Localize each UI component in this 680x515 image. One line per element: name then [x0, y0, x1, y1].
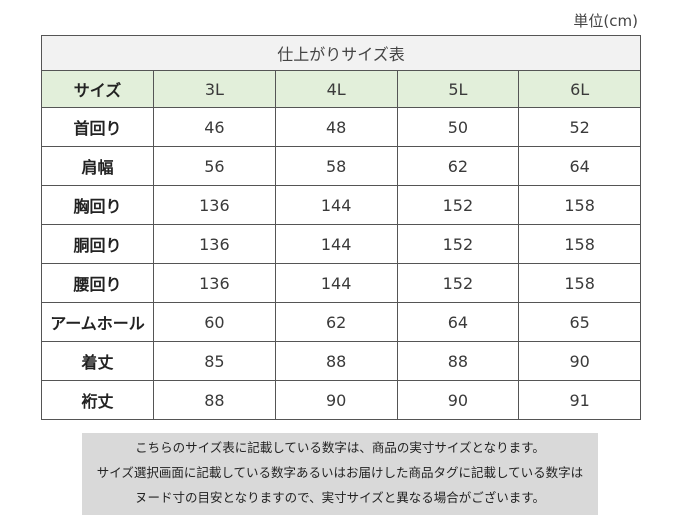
- table-row: 着丈 85 88 88 90: [41, 341, 641, 381]
- table-title-row: 仕上がりサイズ表: [41, 35, 641, 71]
- table-cell: 48: [274, 107, 398, 147]
- table-cell: 91: [518, 380, 641, 420]
- table-cell: 144: [274, 185, 398, 225]
- header-size: 6L: [518, 70, 641, 108]
- table-cell: 62: [396, 146, 520, 186]
- header-size: 4L: [274, 70, 398, 108]
- table-cell: 50: [396, 107, 520, 147]
- table-cell: 136: [153, 224, 276, 264]
- table-cell: 85: [153, 341, 276, 381]
- header-size: 5L: [396, 70, 520, 108]
- table-cell: 136: [153, 263, 276, 303]
- table-row: アームホール 60 62 64 65: [41, 302, 641, 342]
- row-label: 着丈: [41, 341, 154, 381]
- table-cell: 152: [396, 224, 520, 264]
- row-label: 裄丈: [41, 380, 154, 420]
- table-cell: 58: [274, 146, 398, 186]
- table-cell: 64: [518, 146, 641, 186]
- table-row: 肩幅 56 58 62 64: [41, 146, 641, 186]
- note-line: ヌード寸の目安となりますので、実寸サイズと異なる場合がございます。: [134, 490, 545, 505]
- size-note: こちらのサイズ表に記載している数字は、商品の実寸サイズとなります。 サイズ選択画…: [82, 433, 598, 515]
- note-line: こちらのサイズ表に記載している数字は、商品の実寸サイズとなります。: [135, 440, 545, 455]
- table-row: 腰回り 136 144 152 158: [41, 263, 641, 303]
- table-cell: 60: [153, 302, 276, 342]
- row-label: アームホール: [41, 302, 154, 342]
- table-cell: 64: [396, 302, 520, 342]
- table-cell: 88: [274, 341, 398, 381]
- unit-label: 単位(cm): [573, 12, 638, 30]
- table-cell: 46: [153, 107, 276, 147]
- table-title: 仕上がりサイズ表: [41, 35, 641, 71]
- row-label: 胸回り: [41, 185, 154, 225]
- table-cell: 52: [518, 107, 641, 147]
- table-header-row: サイズ 3L 4L 5L 6L: [41, 70, 641, 108]
- table-row: 胸回り 136 144 152 158: [41, 185, 641, 225]
- table-cell: 90: [274, 380, 398, 420]
- row-label: 腰回り: [41, 263, 154, 303]
- table-cell: 152: [396, 263, 520, 303]
- table-cell: 152: [396, 185, 520, 225]
- size-table: 仕上がりサイズ表 サイズ 3L 4L 5L 6L 首回り 46 48 50 52…: [41, 35, 641, 420]
- note-line: サイズ選択画面に記載している数字あるいはお届けした商品タグに記載している数字は: [96, 465, 584, 480]
- table-cell: 90: [396, 380, 520, 420]
- row-label: 胴回り: [41, 224, 154, 264]
- table-cell: 88: [396, 341, 520, 381]
- table-cell: 158: [518, 224, 641, 264]
- table-cell: 144: [274, 263, 398, 303]
- table-row: 胴回り 136 144 152 158: [41, 224, 641, 264]
- table-cell: 136: [153, 185, 276, 225]
- table-cell: 88: [153, 380, 276, 420]
- header-size: 3L: [153, 70, 276, 108]
- row-label: 首回り: [41, 107, 154, 147]
- row-label: 肩幅: [41, 146, 154, 186]
- table-cell: 158: [518, 185, 641, 225]
- table-cell: 65: [518, 302, 641, 342]
- header-size-label: サイズ: [41, 70, 154, 108]
- table-cell: 56: [153, 146, 276, 186]
- table-row: 裄丈 88 90 90 91: [41, 380, 641, 420]
- table-cell: 144: [274, 224, 398, 264]
- table-cell: 90: [518, 341, 641, 381]
- table-cell: 62: [274, 302, 398, 342]
- table-cell: 158: [518, 263, 641, 303]
- table-row: 首回り 46 48 50 52: [41, 107, 641, 147]
